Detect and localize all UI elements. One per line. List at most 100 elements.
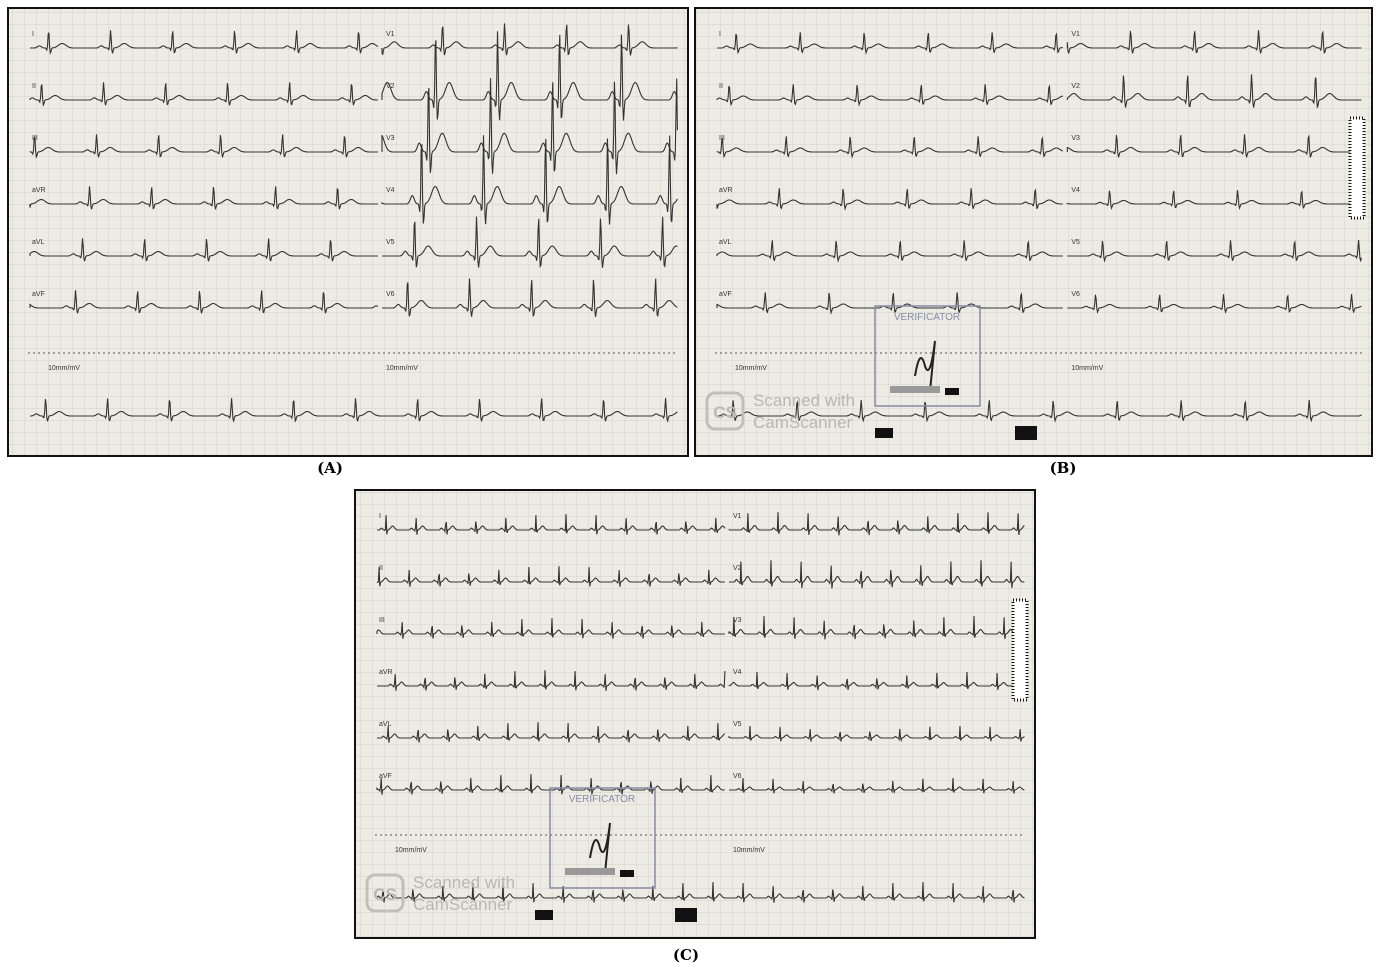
ecg-trace — [382, 278, 678, 318]
watermark: Scanned with — [413, 873, 515, 892]
redaction — [675, 908, 697, 922]
ecg-paper — [694, 7, 1373, 457]
calibration-label: 10mm/mV — [386, 365, 418, 372]
redaction — [945, 388, 959, 395]
ecg-trace — [716, 188, 1063, 211]
ecg-trace — [377, 722, 725, 743]
lead-label: aVL — [719, 239, 732, 246]
ecg-trace — [381, 135, 678, 225]
scanner-logo-text: CS — [713, 403, 737, 422]
lead-label: aVF — [379, 773, 392, 780]
lead-label: aVR — [379, 669, 393, 676]
ecg-trace — [376, 882, 1025, 903]
lead-label: V6 — [386, 291, 395, 298]
ecg-trace — [1066, 74, 1362, 109]
ecg-trace — [381, 23, 678, 56]
lead-label: aVR — [719, 187, 733, 194]
ecg-trace — [376, 618, 725, 639]
lead-label: aVF — [719, 291, 732, 298]
lead-label: V1 — [1071, 31, 1080, 38]
lead-label: II — [719, 83, 723, 90]
lead-label: I — [719, 31, 721, 38]
ecg-trace — [377, 514, 726, 535]
lead-label: V4 — [1071, 187, 1080, 194]
ecg-trace — [1067, 293, 1362, 315]
lead-label: V5 — [733, 721, 742, 728]
lead-label: aVR — [32, 187, 46, 194]
lead-label: V2 — [733, 565, 742, 572]
signature — [914, 340, 936, 392]
lead-label: V6 — [733, 773, 742, 780]
redaction — [620, 870, 634, 877]
lead-label: I — [32, 31, 34, 38]
ecg-trace — [1066, 30, 1362, 55]
ecg-trace — [717, 400, 1362, 423]
lead-label: V5 — [386, 239, 395, 246]
stamp-text: VERIFICATOR — [894, 312, 960, 323]
barcode — [1348, 116, 1366, 220]
ecg-trace — [729, 560, 1025, 589]
watermark: CamScanner — [753, 413, 853, 432]
ecg-trace — [381, 78, 678, 175]
lead-label: V6 — [1071, 291, 1080, 298]
ecg-trace — [716, 136, 1064, 159]
lead-label: II — [32, 83, 36, 90]
watermark: CamScanner — [413, 895, 513, 914]
ecg-trace — [377, 670, 726, 691]
calibration-label: 10mm/mV — [1071, 365, 1103, 372]
lead-label: V4 — [386, 187, 395, 194]
redaction — [535, 910, 553, 920]
lead-label: aVL — [32, 239, 45, 246]
ecg-paper — [7, 7, 689, 457]
lead-label: V3 — [733, 617, 742, 624]
ecg-trace — [1066, 190, 1362, 211]
ecg-trace — [728, 671, 1025, 691]
lead-label: V1 — [733, 513, 742, 520]
lead-label: V2 — [386, 83, 395, 90]
lead-label: V4 — [733, 669, 742, 676]
ecg-trace — [376, 566, 725, 587]
ecg-trace — [729, 777, 1025, 795]
panel-label: (C) — [673, 946, 699, 964]
lead-label: II — [379, 565, 383, 572]
calibration-label: 10mm/mV — [48, 365, 80, 372]
lead-label: V3 — [1071, 135, 1080, 142]
stamp-text: VERIFICATOR — [569, 794, 635, 805]
ecg-trace — [728, 725, 1025, 743]
ecg-trace — [716, 292, 1063, 315]
redaction — [1015, 426, 1037, 440]
ecg-trace — [30, 398, 678, 423]
ecg-trace — [728, 512, 1025, 536]
ecg-trace — [716, 240, 1063, 263]
lead-label: III — [32, 135, 38, 142]
ecg-trace — [716, 84, 1063, 107]
ecg-trace — [1067, 240, 1362, 263]
redaction — [565, 868, 615, 875]
lead-label: III — [719, 135, 725, 142]
ecg-trace — [29, 82, 378, 107]
barcode — [1011, 598, 1029, 702]
ecg-trace — [381, 31, 678, 121]
signature — [589, 822, 611, 874]
ecg-trace — [29, 134, 378, 159]
ecg-trace — [29, 238, 378, 262]
lead-label: aVF — [32, 291, 45, 298]
scanner-logo-text: CS — [373, 885, 397, 904]
calibration-label: 10mm/mV — [395, 847, 427, 854]
lead-label: III — [379, 617, 385, 624]
lead-label: aVL — [379, 721, 392, 728]
ecg-trace — [30, 30, 379, 55]
ecg-trace — [1066, 134, 1362, 159]
ecg-trace — [728, 616, 1025, 640]
lead-label: V2 — [1071, 83, 1080, 90]
panel-label: (A) — [317, 459, 343, 477]
calibration-label: 10mm/mV — [735, 365, 767, 372]
lead-label: V1 — [386, 31, 395, 38]
lead-label: V3 — [386, 135, 395, 142]
stamp — [549, 787, 656, 889]
watermark: Scanned with — [753, 391, 855, 410]
ecg-trace — [717, 32, 1063, 55]
scanner-logo — [705, 391, 745, 431]
lead-label: I — [379, 513, 381, 520]
ecg-paper — [354, 489, 1036, 939]
